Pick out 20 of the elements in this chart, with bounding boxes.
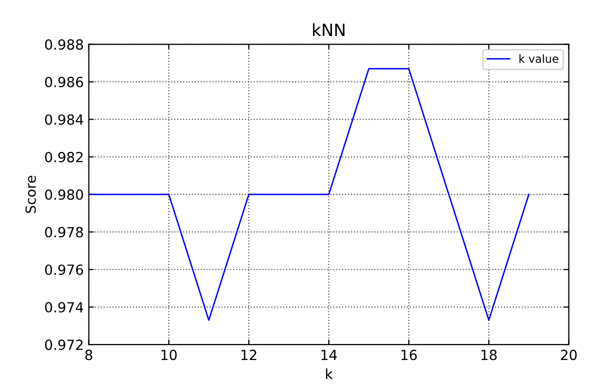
x-tick-label: 8 [85,350,92,360]
y-tick-label: 0.986 [45,76,84,88]
x-axis-title: k [326,368,333,379]
x-tick-label: 12 [241,350,256,360]
x-tick-label: 18 [481,350,497,360]
y-tick-label: 0.980 [45,189,84,200]
y-tick-label: 0.988 [45,39,83,50]
y-tick-label: 0.982 [45,152,83,162]
legend-label: k value [519,54,558,63]
x-tick-label: 10 [161,350,177,360]
y-tick-label: 0.984 [45,114,84,125]
y-tick-label: 0.978 [45,226,83,238]
y-tick-label: 0.972 [45,340,83,350]
x-tick-label: 16 [401,350,417,360]
y-axis-title: Score [25,176,36,213]
y-tick-label: 0.974 [45,302,84,313]
x-tick-label: 20 [560,350,577,360]
y-tick-label: 0.976 [45,264,84,275]
chart-title: kNN [313,23,344,36]
x-tick-label: 14 [321,350,337,360]
